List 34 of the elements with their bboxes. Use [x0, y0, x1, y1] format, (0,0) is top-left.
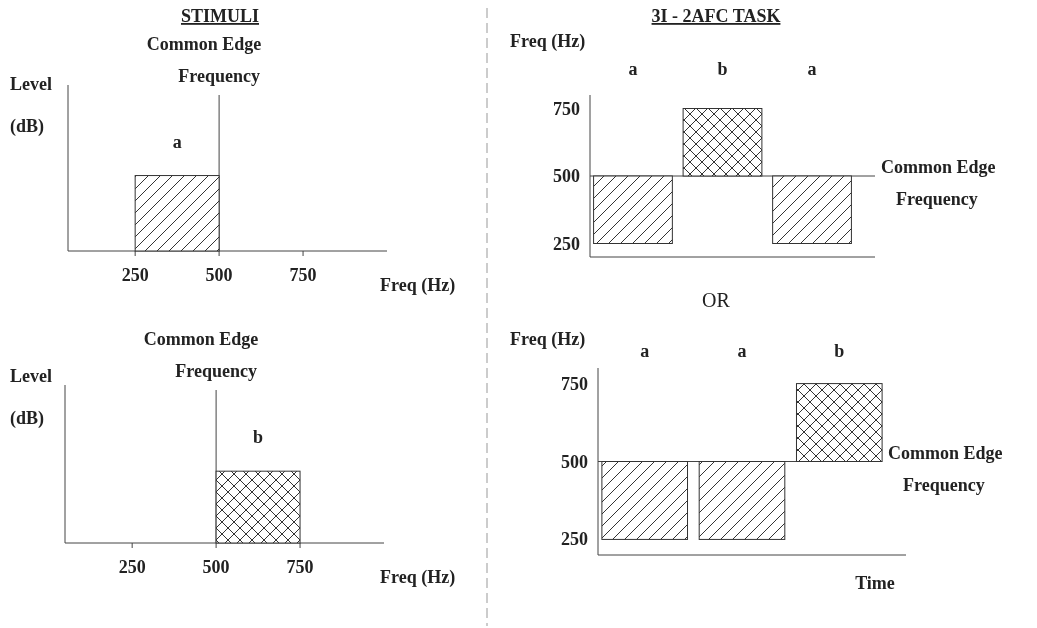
ref-line-label: Common Edge Frequency: [888, 442, 1003, 495]
x-tick-label: a: [640, 341, 650, 361]
y-tick-label: 750: [561, 373, 588, 394]
y-tick-label: 500: [553, 166, 580, 186]
y-tick-label: 250: [561, 529, 588, 550]
y-tick-label: 500: [561, 451, 588, 472]
ref-line-label: Common Edge Frequency: [881, 157, 996, 209]
ref-line-label: Common Edge Frequency: [143, 329, 259, 381]
text: OR: [702, 289, 731, 311]
x-tick-label: 500: [202, 557, 230, 577]
x-axis-title: Freq (Hz): [380, 567, 456, 588]
chart-title: STIMULI: [180, 6, 260, 26]
x-tick-label: b: [717, 59, 728, 79]
text: Level (dB): [10, 366, 52, 428]
x-tick-label: b: [834, 341, 845, 361]
series-label: b: [253, 427, 264, 448]
ref-line-label: Common Edge Frequency: [146, 34, 262, 86]
x-axis-title: Freq (Hz): [380, 275, 456, 296]
x-tick-label: a: [807, 59, 817, 79]
x-tick-label: 750: [289, 265, 317, 285]
y-axis-title: Freq (Hz): [510, 31, 586, 52]
x-tick-label: 500: [205, 265, 233, 285]
x-tick-label: 750: [286, 557, 314, 577]
y-tick-label: 750: [553, 98, 580, 119]
chart-title: 3I - 2AFC TASK: [651, 6, 781, 26]
x-axis-title: Time: [855, 573, 895, 593]
series-label: a: [172, 131, 182, 152]
x-tick-label: a: [737, 341, 747, 361]
y-axis-title: Freq (Hz): [510, 329, 586, 350]
x-tick-label: 250: [118, 557, 146, 577]
text: Level (dB): [10, 74, 52, 136]
x-tick-label: a: [628, 59, 638, 79]
y-tick-label: 250: [553, 233, 580, 254]
x-tick-label: 250: [121, 265, 149, 285]
